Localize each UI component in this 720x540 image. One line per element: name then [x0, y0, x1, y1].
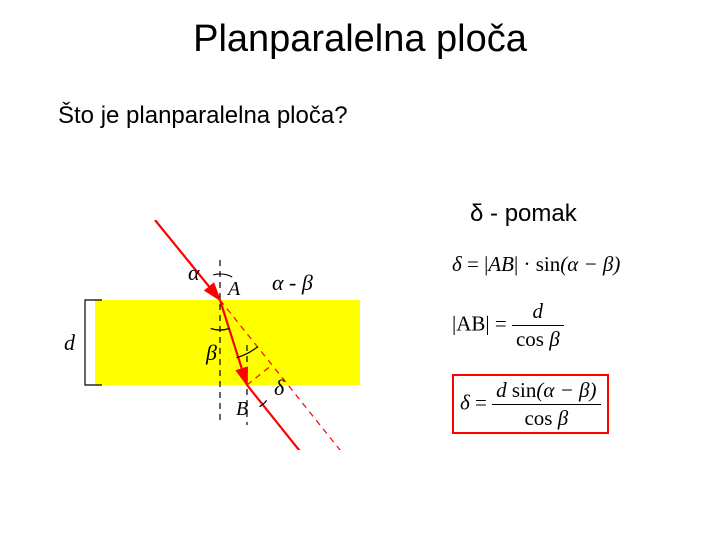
f3-num-arg: (α − β)	[536, 378, 596, 402]
f3-num-d: d	[496, 378, 507, 402]
f2-eq: =	[495, 311, 512, 335]
f3-eq: =	[475, 390, 492, 414]
formulas-block: δ = |AB| · sin(α − β) |AB| = d cos β δ =…	[452, 252, 702, 456]
formula-delta-ab-sin: δ = |AB| · sin(α − β)	[452, 252, 702, 277]
label-alpha: α	[188, 260, 200, 285]
refraction-diagram: α Aα - β d β δ B	[60, 220, 390, 450]
formula-delta-final: δ = d sin(α − β) cos β	[452, 374, 702, 434]
label-B: B	[236, 398, 248, 420]
f1-dot: ·	[523, 252, 535, 276]
f1-sin: sin	[536, 252, 561, 276]
f2-den-beta: β	[549, 327, 559, 351]
f3-lhs: δ	[460, 390, 470, 414]
f2-lhs: |AB|	[452, 311, 490, 335]
label-d: d	[64, 330, 76, 355]
subtitle: Što je planparalelna ploča?	[58, 102, 348, 130]
f3-num-sin: sin	[512, 378, 537, 402]
formula-ab-d-cos: |AB| = d cos β	[452, 299, 702, 352]
f1-lhs: δ	[452, 252, 462, 276]
f2-fraction: d cos β	[512, 299, 564, 352]
page-title: Planparalelna ploča	[0, 18, 720, 61]
formula-highlight-box: δ = d sin(α − β) cos β	[452, 374, 609, 434]
slide: Planparalelna ploča Što je planparalelna…	[0, 0, 720, 540]
label-beta: β	[205, 340, 217, 365]
outgoing-ray	[247, 385, 335, 450]
label-ab: α - β	[272, 270, 313, 295]
f3-fraction: d sin(α − β) cos β	[492, 378, 600, 431]
f3-den-beta: β	[558, 406, 568, 430]
label-A: A	[226, 278, 241, 300]
slab-rect	[95, 300, 360, 385]
delta-pomak-label: δ - pomak	[470, 200, 577, 228]
f2-num: d	[533, 299, 544, 323]
f1-bar-close: |	[514, 252, 518, 276]
f1-arg: (α − β)	[560, 252, 620, 276]
f3-den-cos: cos	[524, 406, 552, 430]
f2-den-cos: cos	[516, 327, 544, 351]
diagram-svg: α Aα - β d β δ B	[60, 220, 390, 450]
label-delta: δ	[274, 375, 285, 400]
f1-ab: AB	[488, 252, 514, 276]
arc-alpha	[213, 274, 232, 277]
f1-eq: =	[467, 252, 484, 276]
